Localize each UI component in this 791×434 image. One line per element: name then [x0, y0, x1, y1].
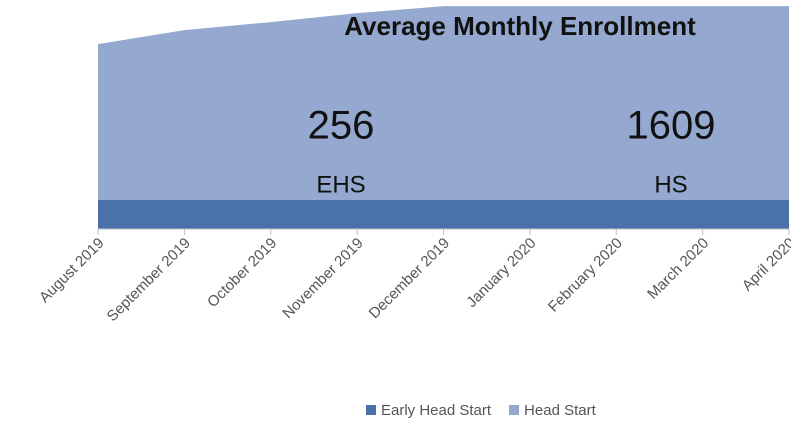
x-tick-label: November 2019: [279, 235, 366, 322]
x-tick-label: April 2020: [739, 235, 791, 295]
x-tick-label: January 2020: [463, 235, 539, 311]
legend-label: Early Head Start: [381, 402, 492, 419]
x-tick-label: February 2020: [545, 235, 626, 316]
x-tick-label: December 2019: [366, 235, 453, 322]
area: [98, 200, 789, 229]
annotation: EHS: [316, 171, 365, 198]
legend-swatch: [509, 405, 520, 415]
x-tick-label: March 2020: [644, 235, 712, 303]
legend-label: Head Start: [524, 402, 597, 419]
x-tick-label: August 2019: [36, 235, 108, 307]
x-tick-label: September 2019: [104, 235, 194, 325]
area: [98, 6, 789, 201]
x-tick-label: October 2019: [204, 235, 280, 311]
annotation: 256: [308, 104, 375, 148]
plot-area: [98, 6, 789, 229]
annotation: HS: [654, 171, 687, 198]
legend-swatch: [366, 405, 376, 415]
annotation: 1609: [627, 104, 716, 148]
chart-title: Average Monthly Enrollment: [344, 11, 696, 41]
